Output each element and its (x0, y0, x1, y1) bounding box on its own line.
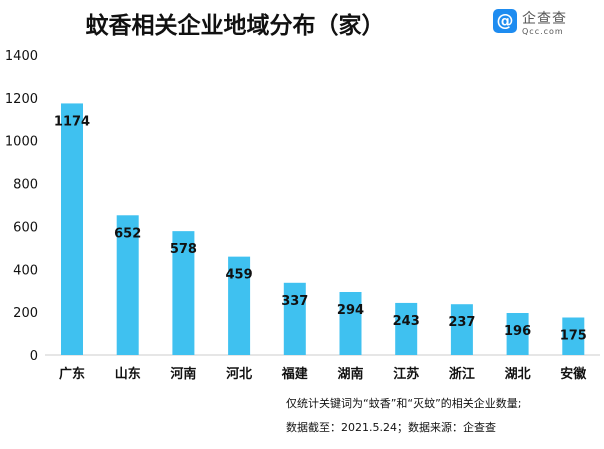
data-label: 459 (226, 268, 253, 283)
bar (339, 292, 362, 355)
y-tick-label: 1200 (5, 92, 38, 107)
data-label: 294 (337, 303, 364, 318)
data-label: 237 (448, 315, 475, 330)
x-tick-label: 浙江 (449, 366, 475, 382)
x-tick-label: 安徽 (560, 366, 587, 382)
y-tick-label: 800 (13, 178, 38, 193)
x-tick-label: 湖南 (337, 366, 363, 382)
bar (172, 231, 195, 355)
bar (506, 313, 529, 355)
y-tick-label: 1000 (5, 135, 38, 150)
data-label: 578 (170, 242, 197, 257)
x-tick-label: 江苏 (393, 366, 419, 382)
bar (283, 282, 306, 355)
logo-en: Qcc.com (522, 27, 564, 36)
data-label: 1174 (54, 114, 90, 129)
x-tick-label: 河南 (170, 366, 196, 382)
bar (116, 215, 139, 355)
bar (562, 317, 585, 355)
x-tick-label: 广东 (59, 366, 85, 382)
y-tick-label: 1400 (5, 49, 38, 64)
x-tick-label: 山东 (115, 366, 141, 382)
logo-cn: 企查查 (522, 11, 567, 27)
y-tick-label: 600 (13, 220, 38, 235)
x-tick-label: 福建 (281, 366, 308, 382)
note-1: 仅统计关键词为“蚊香”和“灭蚊”的相关企业数量; (286, 397, 522, 410)
bar (450, 304, 473, 355)
logo-icon: @ (493, 9, 517, 33)
bar (228, 256, 251, 355)
data-label: 337 (281, 294, 308, 309)
data-label: 175 (560, 329, 587, 344)
data-label: 652 (114, 226, 141, 241)
x-tick-label: 湖北 (505, 367, 531, 382)
data-label: 243 (393, 314, 420, 329)
bar (61, 103, 83, 355)
qcc-logo: @ 企查查 Qcc.com (493, 9, 603, 39)
chart-title: 蚊香相关企业地域分布（家） (85, 13, 385, 39)
y-tick-label: 200 (13, 306, 38, 321)
note-2: 数据截至：2021.5.24；数据来源：企查查 (286, 421, 496, 434)
y-tick-label: 0 (30, 349, 38, 364)
bar (395, 302, 418, 355)
data-label: 196 (504, 324, 531, 339)
y-tick-label: 400 (13, 263, 38, 278)
x-tick-label: 河北 (226, 366, 252, 382)
